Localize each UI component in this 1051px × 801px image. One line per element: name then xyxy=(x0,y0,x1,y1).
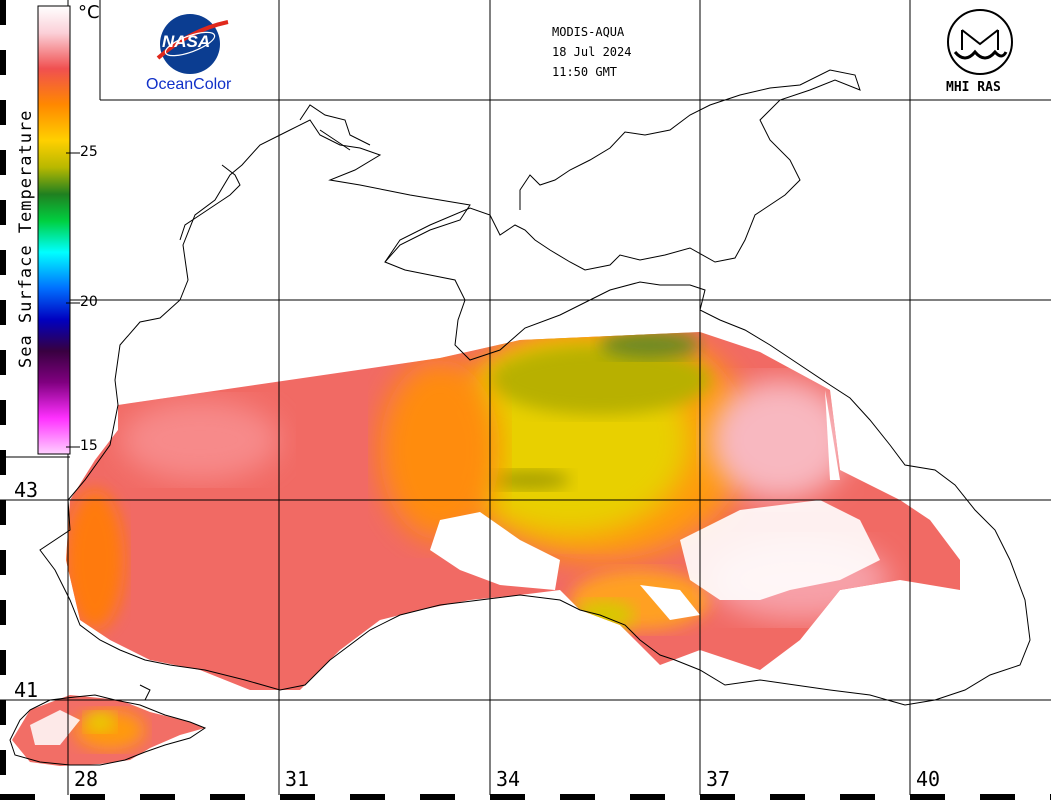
sst-field xyxy=(12,332,960,766)
mhi-logo xyxy=(947,9,1013,75)
lat-label-41: 41 xyxy=(14,678,39,702)
lon-label-31: 31 xyxy=(285,767,310,791)
nasa-logo xyxy=(156,14,229,74)
acquisition-date: 18 Jul 2024 xyxy=(552,45,632,59)
oceancolor-caption: OceanColor xyxy=(146,76,232,93)
nasa-logo-text: NASA xyxy=(162,32,211,51)
acquisition-time: 11:50 GMT xyxy=(552,65,618,79)
lon-label-37: 37 xyxy=(706,767,731,791)
colorbar-title: Sea Surface Temperature xyxy=(16,109,36,368)
colorbar-tick-25: 25 xyxy=(80,144,98,160)
satellite-name: MODIS-AQUA xyxy=(552,25,625,39)
colorbar-unit: °C xyxy=(78,2,100,23)
lon-label-40: 40 xyxy=(916,767,941,791)
lon-label-28: 28 xyxy=(74,767,99,791)
mhi-ras-caption: MHI RAS xyxy=(946,80,1001,95)
colorbar-tick-20: 20 xyxy=(80,294,98,310)
coastline xyxy=(9,69,1031,766)
lat-label-43: 43 xyxy=(14,478,39,502)
colorbar xyxy=(37,5,80,455)
colorbar-tick-15: 15 xyxy=(80,438,98,454)
lon-label-34: 34 xyxy=(496,767,521,791)
